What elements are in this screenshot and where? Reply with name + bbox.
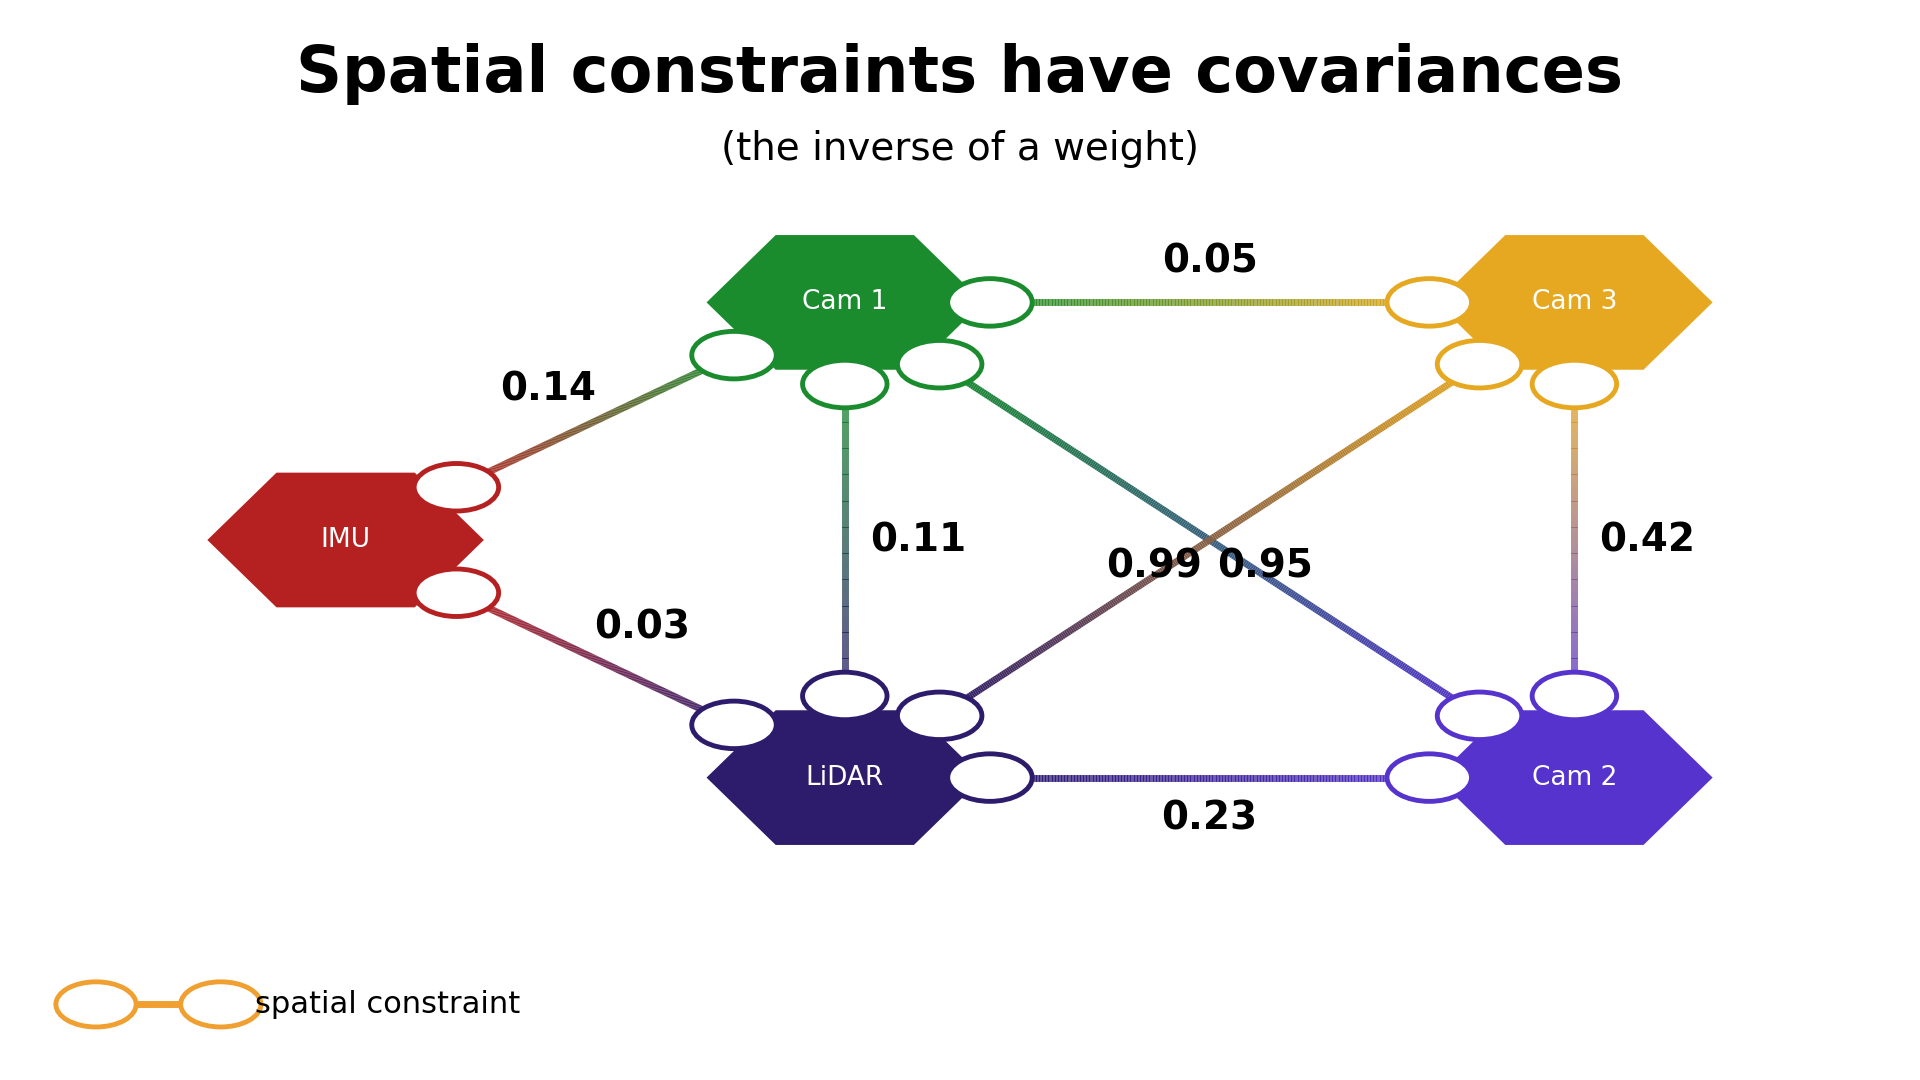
Circle shape: [897, 340, 981, 388]
Polygon shape: [1436, 711, 1713, 845]
Circle shape: [415, 569, 499, 617]
Polygon shape: [707, 235, 983, 369]
Circle shape: [948, 754, 1033, 801]
Text: 0.99: 0.99: [1106, 548, 1202, 585]
Text: 0.03: 0.03: [595, 608, 691, 647]
Polygon shape: [207, 473, 484, 607]
Circle shape: [691, 332, 776, 379]
Text: 0.42: 0.42: [1599, 521, 1695, 559]
Circle shape: [180, 982, 261, 1027]
Text: Cam 3: Cam 3: [1532, 289, 1617, 315]
Circle shape: [1386, 754, 1471, 801]
Text: Cam 2: Cam 2: [1532, 765, 1617, 791]
Circle shape: [1532, 361, 1617, 408]
Text: (the inverse of a weight): (the inverse of a weight): [722, 130, 1198, 167]
Text: spatial constraint: spatial constraint: [255, 990, 520, 1018]
Text: LiDAR: LiDAR: [806, 765, 883, 791]
Circle shape: [948, 279, 1033, 326]
Text: 0.14: 0.14: [499, 370, 595, 409]
Polygon shape: [1436, 235, 1713, 369]
Polygon shape: [707, 711, 983, 845]
Circle shape: [691, 701, 776, 748]
Text: 0.95: 0.95: [1217, 548, 1313, 585]
Circle shape: [1438, 340, 1523, 388]
Text: 0.05: 0.05: [1162, 242, 1258, 281]
Circle shape: [1532, 672, 1617, 719]
Circle shape: [415, 463, 499, 511]
Circle shape: [803, 361, 887, 408]
Circle shape: [897, 692, 981, 740]
Circle shape: [1386, 279, 1471, 326]
Text: 0.23: 0.23: [1162, 799, 1258, 838]
Circle shape: [56, 982, 136, 1027]
Text: Cam 1: Cam 1: [803, 289, 887, 315]
Circle shape: [1438, 692, 1523, 740]
Text: 0.11: 0.11: [870, 521, 966, 559]
Circle shape: [803, 672, 887, 719]
Text: IMU: IMU: [321, 527, 371, 553]
Text: Spatial constraints have covariances: Spatial constraints have covariances: [296, 43, 1624, 105]
